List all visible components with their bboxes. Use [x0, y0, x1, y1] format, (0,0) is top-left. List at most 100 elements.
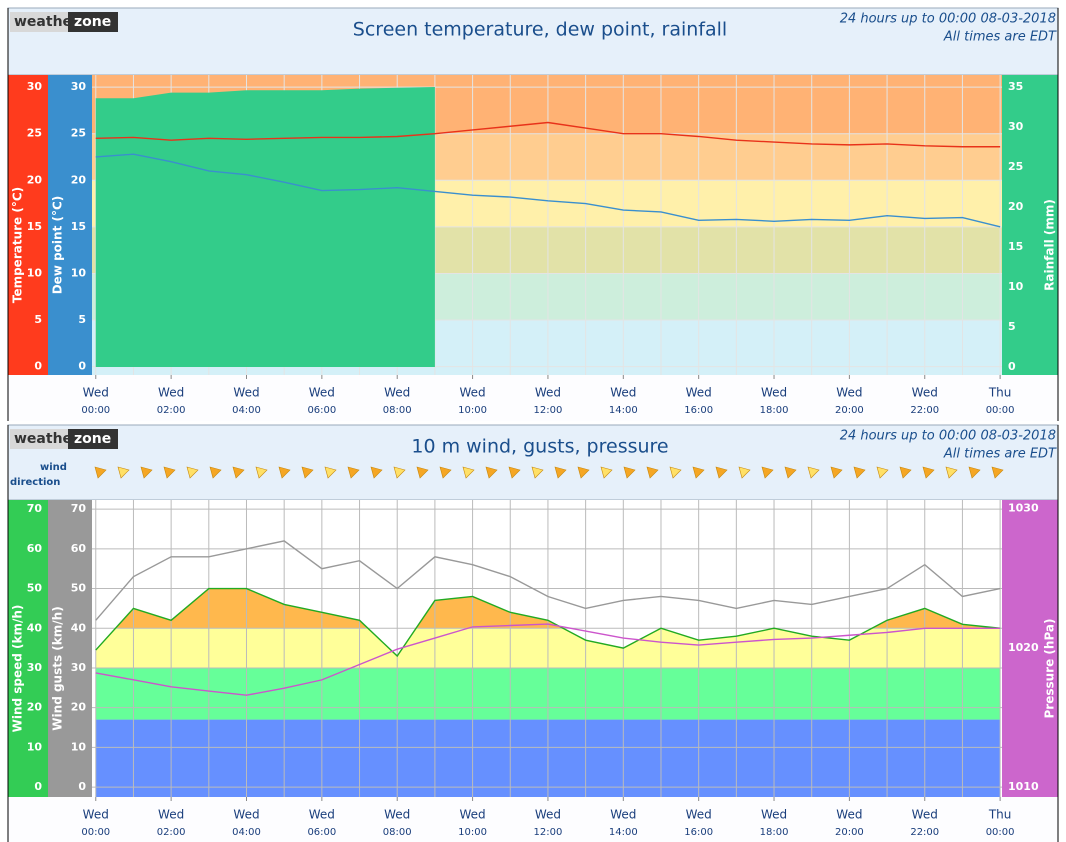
y-tick-label: 0 — [78, 360, 86, 373]
y-tick-label: 30 — [71, 661, 87, 674]
x-tick-label: 04:00 — [232, 827, 261, 838]
series-line — [95, 587, 1001, 658]
x-label-area — [8, 375, 1058, 421]
y-tick-label: 0 — [78, 780, 86, 793]
series-line — [95, 121, 1001, 148]
logo-left — [10, 429, 68, 449]
wind-arrow — [577, 466, 590, 479]
axis-strip — [1002, 75, 1058, 375]
wind-arrow — [209, 466, 222, 479]
y-tick-label: 15 — [27, 220, 42, 233]
wind-arrow — [968, 466, 981, 479]
x-tick-day: Thu — [988, 386, 1012, 400]
x-tick-day: Wed — [610, 808, 636, 822]
wind-arrow — [807, 466, 820, 479]
wind-arrow — [646, 466, 659, 479]
x-tick-day: Wed — [686, 386, 712, 400]
wind-arrow — [945, 466, 958, 479]
y-tick-label: 10 — [27, 266, 43, 279]
x-tick-label: 16:00 — [684, 405, 713, 416]
x-tick-day: Wed — [83, 808, 109, 822]
wind-arrow — [439, 466, 452, 479]
x-tick-label: 18:00 — [760, 827, 789, 838]
header — [7, 7, 1059, 76]
x-tick-label: 02:00 — [157, 827, 186, 838]
wind-arrow — [508, 466, 521, 479]
y-tick-label: 70 — [71, 502, 87, 515]
x-tick-day: Wed — [233, 386, 259, 400]
x-tick-day: Wed — [535, 808, 561, 822]
x-tick-day: Wed — [158, 386, 184, 400]
axis-label: Wind gusts (km/h) — [51, 606, 65, 730]
chart-subtitle: 24 hours up to 00:00 08-03-2018 — [840, 12, 1056, 27]
y-tick-label: 15 — [71, 220, 86, 233]
y-tick-label: 0 — [1008, 360, 1016, 373]
series-line — [95, 540, 1001, 621]
x-tick-day: Wed — [836, 808, 862, 822]
x-tick-day: Wed — [761, 386, 787, 400]
logo-right — [68, 12, 118, 32]
y-tick-label: 30 — [27, 80, 43, 93]
wind-arrow — [761, 466, 774, 479]
x-label-area — [8, 797, 1058, 842]
y-tick-label: 20 — [71, 701, 87, 714]
y-tick-label: 35 — [1008, 80, 1023, 93]
logo-text: weather — [14, 14, 79, 30]
x-tick-label: 00:00 — [81, 405, 110, 416]
series-line — [95, 153, 1001, 228]
x-tick-label: 12:00 — [534, 827, 563, 838]
x-tick-day: Wed — [535, 386, 561, 400]
axis-strip — [1002, 500, 1058, 797]
y-tick-label: 20 — [1008, 200, 1024, 213]
wind-arrow — [301, 466, 314, 479]
y-tick-label: 10 — [27, 740, 43, 753]
wind-arrow — [922, 466, 935, 479]
wind-direction-label: direction — [10, 477, 60, 488]
x-tick-label: 16:00 — [684, 827, 713, 838]
wind-arrow — [117, 466, 130, 479]
logo-text: zone — [74, 14, 111, 30]
axis-label: Wind speed (km/h) — [11, 605, 25, 733]
x-tick-label: 00:00 — [986, 405, 1015, 416]
rain-area — [95, 87, 435, 367]
chart-title: 10 m wind, gusts, pressure — [411, 436, 668, 458]
wind-arrow — [738, 466, 751, 479]
y-tick-label: 1020 — [1008, 641, 1039, 654]
band — [95, 719, 1001, 797]
logo-right — [68, 429, 118, 449]
y-tick-label: 5 — [34, 313, 42, 326]
wind-arrow — [669, 466, 682, 479]
axis-label: Pressure (hPa) — [1043, 619, 1057, 719]
y-tick-label: 70 — [27, 502, 43, 515]
series-line — [95, 623, 1001, 696]
x-tick-label: 14:00 — [609, 405, 638, 416]
axis-strip — [48, 500, 92, 797]
y-tick-label: 1010 — [1008, 780, 1039, 793]
wind-arrow — [186, 466, 199, 479]
x-tick-day: Wed — [233, 808, 259, 822]
wind-arrow — [416, 466, 429, 479]
chart-subtitle: 24 hours up to 00:00 08-03-2018 — [840, 429, 1056, 444]
wind-arrow — [899, 466, 912, 479]
x-tick-label: 10:00 — [458, 827, 487, 838]
wind-arrow — [347, 466, 360, 479]
logo-text: zone — [74, 431, 111, 447]
wind-arrow — [163, 466, 176, 479]
wind-arrow — [370, 466, 383, 479]
x-tick-day: Wed — [686, 808, 712, 822]
x-tick-label: 08:00 — [383, 405, 412, 416]
x-tick-label: 06:00 — [307, 405, 336, 416]
wind-arrow — [554, 466, 567, 479]
wind-arrow — [462, 466, 475, 479]
x-tick-day: Wed — [83, 386, 109, 400]
header — [7, 424, 1059, 501]
x-tick-label: 20:00 — [835, 405, 864, 416]
x-tick-day: Wed — [309, 386, 335, 400]
logo-text: weather — [14, 431, 79, 447]
wind-arrow — [324, 466, 337, 479]
y-tick-label: 15 — [1008, 240, 1023, 253]
wind-arrow — [94, 466, 107, 479]
y-tick-label: 60 — [27, 542, 43, 555]
x-tick-day: Wed — [836, 386, 862, 400]
